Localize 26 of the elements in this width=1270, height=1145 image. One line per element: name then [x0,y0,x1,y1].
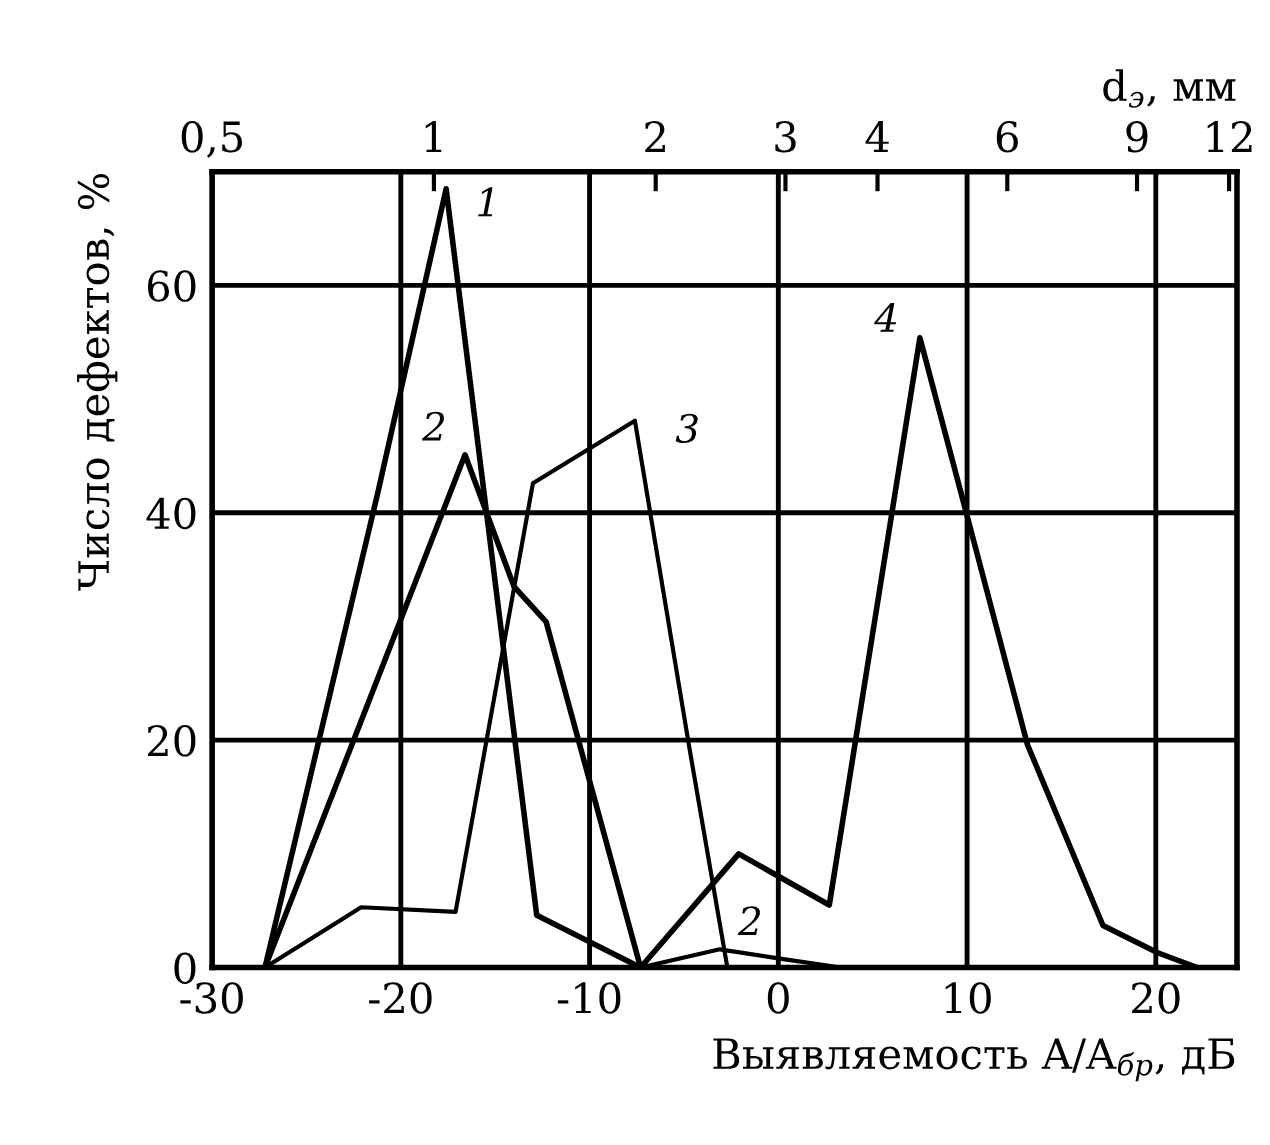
series-label: 3 [675,413,698,444]
series-label: 2 [737,906,760,936]
x2-tick-label: 12 [1207,121,1252,152]
series-label: 4 [874,302,897,332]
x2-tick-label: 1 [425,121,442,152]
x-tick-label: -30 [180,982,243,1014]
x-tick-label: 20 [1132,982,1180,1014]
x-tick-label: 10 [945,982,991,1014]
y-tick-label: 40 [146,497,196,530]
x-tick-label: -10 [557,982,621,1014]
y-tick-label: 60 [147,270,196,302]
x2-tick-label: 0,5 [181,121,243,158]
legend-label: 1 [478,187,493,217]
x2-tick-label: 6 [996,121,1018,153]
x2-tick-label: 9 [1126,121,1148,153]
x2-tick-label: 3 [775,121,796,153]
x-axis-title: Выявляемость A/A$_{бр}$, дБ [713,1038,1235,1082]
x2-axis-title: d$_{э}$, мм [1103,69,1236,108]
y-axis-title: Число дефектов, % [77,174,118,591]
x-tick-label: -20 [369,982,432,1014]
y-tick-label: 0 [174,952,196,984]
x2-tick-label: 4 [865,121,889,152]
y-tick-label: 20 [148,725,196,757]
x-tick-label: 0 [767,982,789,1014]
series-label: 2 [421,411,445,441]
x2-tick-label: 2 [645,121,665,152]
